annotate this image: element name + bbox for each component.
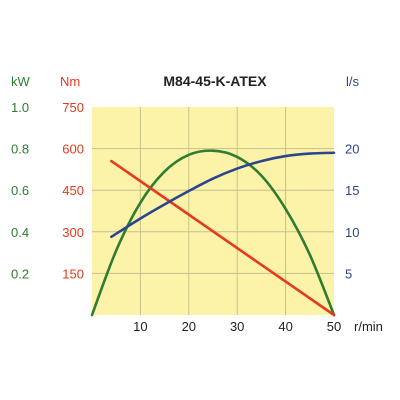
x-axis-label: r/min	[354, 319, 383, 334]
power-tick-label: 1.0	[11, 100, 29, 115]
power-curve	[90, 149, 336, 317]
plot-background	[92, 107, 334, 315]
flow-tick-label: 5	[345, 266, 352, 281]
x-tick-label: 40	[278, 319, 292, 334]
x-tick-label: 30	[230, 319, 244, 334]
torque-tick-label: 450	[62, 183, 84, 198]
power-unit-label: kW	[11, 74, 31, 89]
x-tick-label: 20	[182, 319, 196, 334]
series-group	[90, 149, 336, 317]
chart-title: M84-45-K-ATEX	[163, 73, 267, 89]
torque-unit-label: Nm	[60, 74, 80, 89]
torque-curve	[110, 159, 336, 317]
tick-labels: 10 20 30 40 50 150 300 450 600 750 0.2 0.4 0.6 0.8 1.0…	[11, 100, 359, 334]
flow-tick-label: 20	[345, 142, 359, 157]
flow-tick-label: 15	[345, 183, 359, 198]
power-tick-label: 0.4	[11, 225, 29, 240]
x-tick-label: 10	[133, 319, 147, 334]
power-tick-label: 0.8	[11, 142, 29, 157]
flow-unit-label: l/s	[346, 74, 360, 89]
torque-tick-label: 150	[62, 266, 84, 281]
flow-curve	[110, 151, 336, 239]
power-tick-label: 0.6	[11, 183, 29, 198]
power-tick-label: 0.2	[11, 266, 29, 281]
x-tick-label: 50	[327, 319, 341, 334]
flow-tick-label: 10	[345, 225, 359, 240]
torque-tick-label: 600	[62, 142, 84, 157]
torque-tick-label: 750	[62, 100, 84, 115]
torque-tick-label: 300	[62, 225, 84, 240]
